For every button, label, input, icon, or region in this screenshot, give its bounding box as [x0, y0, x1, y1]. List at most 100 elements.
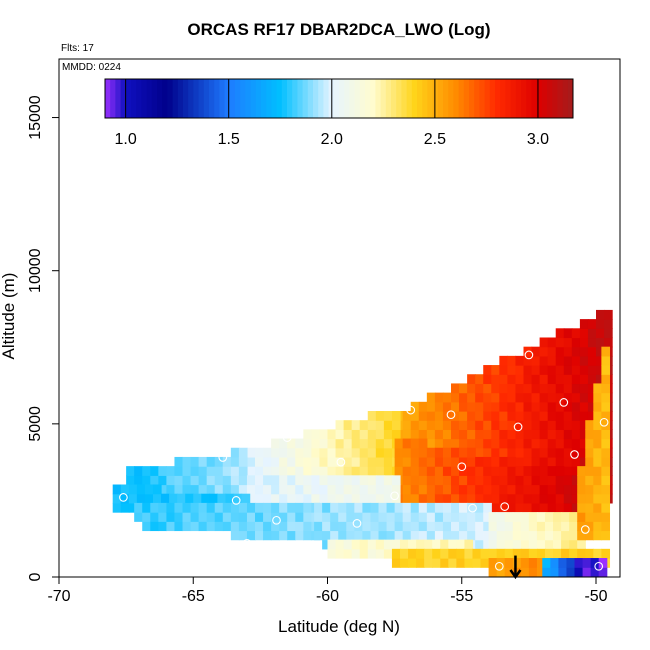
heat-cell [418, 512, 428, 522]
heat-cell [287, 521, 296, 532]
heat-cell [528, 548, 538, 559]
colorbar-segment [250, 79, 257, 118]
heat-cell [335, 456, 345, 467]
heat-cell [166, 521, 176, 532]
heat-cell [271, 484, 280, 495]
colorbar-segment [521, 79, 527, 118]
heat-cell [547, 337, 557, 348]
heat-cell [587, 365, 597, 375]
sample-point [352, 519, 362, 528]
heat-cell [596, 365, 605, 375]
colorbar-segment [307, 79, 314, 118]
heat-cell [571, 429, 581, 440]
heat-cell [488, 567, 498, 577]
colorbar-segment [151, 79, 158, 118]
heat-cell [587, 355, 597, 366]
heat-cell [359, 420, 369, 430]
heat-cell [577, 512, 586, 522]
heat-cell [577, 484, 586, 495]
heat-cell [442, 466, 452, 476]
heat-cell [201, 493, 210, 504]
heat-cell [402, 530, 412, 541]
heat-cell [279, 475, 288, 486]
sample-points [119, 350, 609, 571]
heat-cell [263, 466, 272, 476]
heat-cell [475, 456, 484, 467]
heat-cell [142, 512, 151, 522]
heat-cell [555, 456, 565, 467]
heat-cell [322, 530, 331, 541]
heat-cell [520, 539, 530, 550]
heat-cell [579, 429, 589, 440]
heat-cell [263, 484, 272, 495]
heat-cell [402, 521, 412, 532]
heat-cell [512, 567, 522, 577]
heat-cell [418, 466, 428, 476]
heat-cell [571, 365, 581, 375]
heat-cell [563, 420, 573, 430]
heat-cell [480, 548, 490, 559]
heat-cell [601, 365, 611, 375]
heat-cell [434, 447, 444, 458]
heat-cell [391, 558, 401, 568]
x-tick-label: -70 [47, 588, 70, 605]
y-tick-label: 0 [27, 572, 44, 581]
colorbar-segment [474, 79, 480, 118]
colorbar-segment [224, 79, 231, 118]
heat-cell [593, 401, 602, 412]
heat-cell [553, 521, 562, 532]
heat-cell [579, 328, 589, 339]
heat-cell [375, 420, 385, 430]
heat-cell [182, 521, 192, 532]
heat-cell [182, 466, 192, 476]
heat-cell [434, 512, 444, 522]
heat-cell [459, 392, 468, 403]
heat-cell [587, 411, 597, 421]
sample-point [390, 491, 399, 501]
heat-cell [515, 365, 525, 375]
heat-cell [547, 346, 557, 357]
flights-label: Flts: 17 [61, 43, 94, 54]
heat-cell [367, 438, 377, 449]
x-tick-label: -65 [182, 588, 205, 605]
heat-cell [507, 420, 517, 430]
heat-cell [547, 447, 557, 458]
heat-cell [375, 548, 385, 559]
heat-cell [604, 337, 613, 348]
heat-cell [539, 383, 549, 394]
heat-cell [467, 484, 476, 495]
heat-cell [507, 438, 517, 449]
heat-cell [579, 401, 589, 412]
heat-cell [295, 521, 304, 532]
heat-cell [539, 502, 549, 513]
sample-point [446, 410, 456, 420]
heat-cell [577, 530, 586, 541]
heat-cell [343, 548, 353, 559]
heat-cell [383, 466, 393, 476]
heat-cell [233, 493, 243, 504]
heat-cell [442, 521, 452, 532]
heat-cell [120, 493, 130, 504]
heat-cell [585, 502, 594, 513]
heat-cell [467, 383, 476, 394]
heat-cell [539, 411, 549, 421]
heat-cell [311, 466, 321, 476]
heat-cell [410, 475, 420, 486]
x-tick-label: -55 [450, 588, 473, 605]
colorbar-segment [146, 79, 153, 118]
heat-cell [555, 447, 565, 458]
colorbar-segment [255, 79, 262, 118]
heat-cell [112, 484, 122, 495]
heat-cell [198, 475, 208, 486]
heat-cell [547, 392, 557, 403]
heat-cell [448, 539, 457, 550]
colorbar-segment [339, 79, 345, 118]
heat-cell [319, 438, 329, 449]
heat-cell [440, 539, 449, 550]
heat-cell [230, 530, 240, 541]
heat-cell [528, 521, 538, 532]
heat-cell [585, 438, 594, 449]
heat-cell [338, 530, 347, 541]
heat-cell [467, 401, 476, 412]
heat-cell [418, 530, 428, 541]
